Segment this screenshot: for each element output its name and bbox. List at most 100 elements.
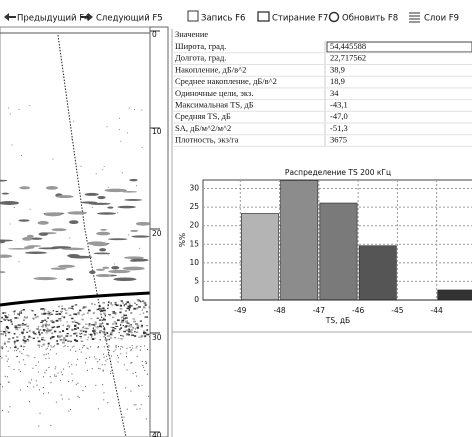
deep-noise	[60, 380, 61, 381]
toolbar-button[interactable]: Предыдущий F4	[17, 14, 90, 24]
bottom-noise	[57, 326, 59, 327]
deep-noise	[85, 362, 86, 363]
row-label: Долгота, град.	[175, 53, 226, 63]
bar	[320, 203, 357, 300]
deep-noise	[70, 409, 71, 410]
bottom-noise	[14, 343, 16, 345]
bottom-noise	[51, 336, 53, 338]
deep-noise	[46, 354, 47, 355]
fish-school	[99, 248, 106, 251]
deep-noise	[32, 368, 33, 369]
bottom-noise	[45, 332, 48, 333]
bottom-noise	[90, 318, 92, 319]
bottom-noise	[85, 306, 86, 307]
bottom-noise	[144, 335, 146, 337]
deep-noise	[18, 348, 19, 349]
toolbar-button[interactable]: Слои F9	[424, 14, 459, 24]
y-tick-label: 10	[189, 258, 199, 267]
deep-noise	[8, 382, 9, 383]
bottom-noise	[0, 321, 2, 322]
bottom-noise	[74, 320, 75, 322]
deep-noise	[95, 358, 96, 359]
toolbar-button[interactable]: Следующий F5	[96, 14, 163, 24]
bottom-noise	[82, 307, 85, 308]
page: Предыдущий F4 Следующий F5 Запись F6 Сти…	[0, 0, 472, 437]
bottom-noise	[34, 314, 36, 316]
deep-noise	[130, 363, 131, 364]
fish-school	[58, 265, 75, 268]
deep-noise	[103, 399, 104, 400]
bottom-noise	[88, 334, 89, 335]
bottom-noise	[102, 307, 104, 309]
bottom-noise	[129, 305, 131, 306]
echo-dot	[119, 118, 120, 119]
echo-dot	[108, 187, 109, 188]
deep-noise	[56, 353, 57, 354]
fish-school	[108, 238, 128, 240]
bottom-noise	[129, 325, 132, 326]
bottom-noise	[37, 316, 39, 318]
bottom-noise	[108, 304, 109, 306]
deep-noise	[9, 406, 10, 407]
bottom-noise	[62, 330, 64, 332]
bottom-noise	[26, 324, 27, 325]
deep-noise	[38, 372, 39, 373]
deep-noise	[10, 347, 11, 348]
bottom-noise	[130, 326, 132, 327]
bottom-noise	[128, 307, 130, 309]
echo-dot	[107, 126, 108, 127]
deep-noise	[146, 418, 147, 419]
bottom-noise	[70, 335, 72, 337]
deep-noise	[46, 349, 47, 350]
deep-noise	[147, 349, 148, 350]
bottom-noise	[76, 335, 77, 337]
bottom-noise	[44, 340, 46, 342]
bottom-noise	[38, 332, 40, 333]
bottom-noise	[7, 341, 10, 343]
bottom-noise	[78, 323, 80, 324]
deep-noise	[136, 409, 137, 410]
toolbar-button[interactable]: Обновить F8	[342, 14, 398, 24]
bottom-noise	[115, 302, 116, 303]
deep-noise	[0, 384, 1, 385]
toolbar-button[interactable]: Стирание F7	[272, 14, 328, 24]
bottom-noise	[107, 308, 108, 309]
fish-school	[123, 267, 145, 271]
deep-noise	[99, 359, 100, 360]
deep-noise	[108, 354, 109, 355]
row-label: Плотность, экз/га	[175, 135, 239, 145]
fish-school	[46, 186, 58, 190]
bottom-noise	[56, 320, 59, 322]
bottom-noise	[75, 304, 78, 305]
deep-noise	[73, 346, 74, 347]
x-tick-label: -48	[273, 306, 285, 315]
echo-dot	[108, 254, 109, 255]
bottom-noise	[104, 313, 106, 315]
deep-noise	[40, 413, 41, 414]
bottom-noise	[24, 342, 27, 343]
echo-dot	[129, 108, 130, 109]
deep-noise	[124, 364, 125, 365]
bottom-noise	[81, 341, 84, 342]
deep-noise	[88, 348, 89, 349]
table-header: Значение	[175, 29, 208, 39]
bottom-noise	[68, 325, 69, 327]
bottom-noise	[110, 302, 112, 304]
bottom-noise	[41, 320, 44, 322]
deep-noise	[19, 351, 20, 352]
echo-dot	[10, 224, 11, 225]
bottom-noise	[94, 325, 95, 327]
toolbar-button[interactable]: Запись F6	[201, 14, 245, 24]
bottom-noise	[117, 319, 120, 321]
bottom-noise	[143, 332, 146, 334]
bottom-noise	[12, 323, 13, 325]
deep-noise	[132, 347, 133, 348]
deep-noise	[82, 390, 83, 391]
echo-dot	[142, 147, 143, 148]
deep-noise	[38, 362, 39, 363]
bottom-noise	[84, 328, 86, 329]
bottom-noise	[0, 331, 2, 332]
deep-noise	[77, 383, 78, 384]
deep-noise	[43, 387, 44, 388]
bottom-noise	[126, 334, 127, 335]
